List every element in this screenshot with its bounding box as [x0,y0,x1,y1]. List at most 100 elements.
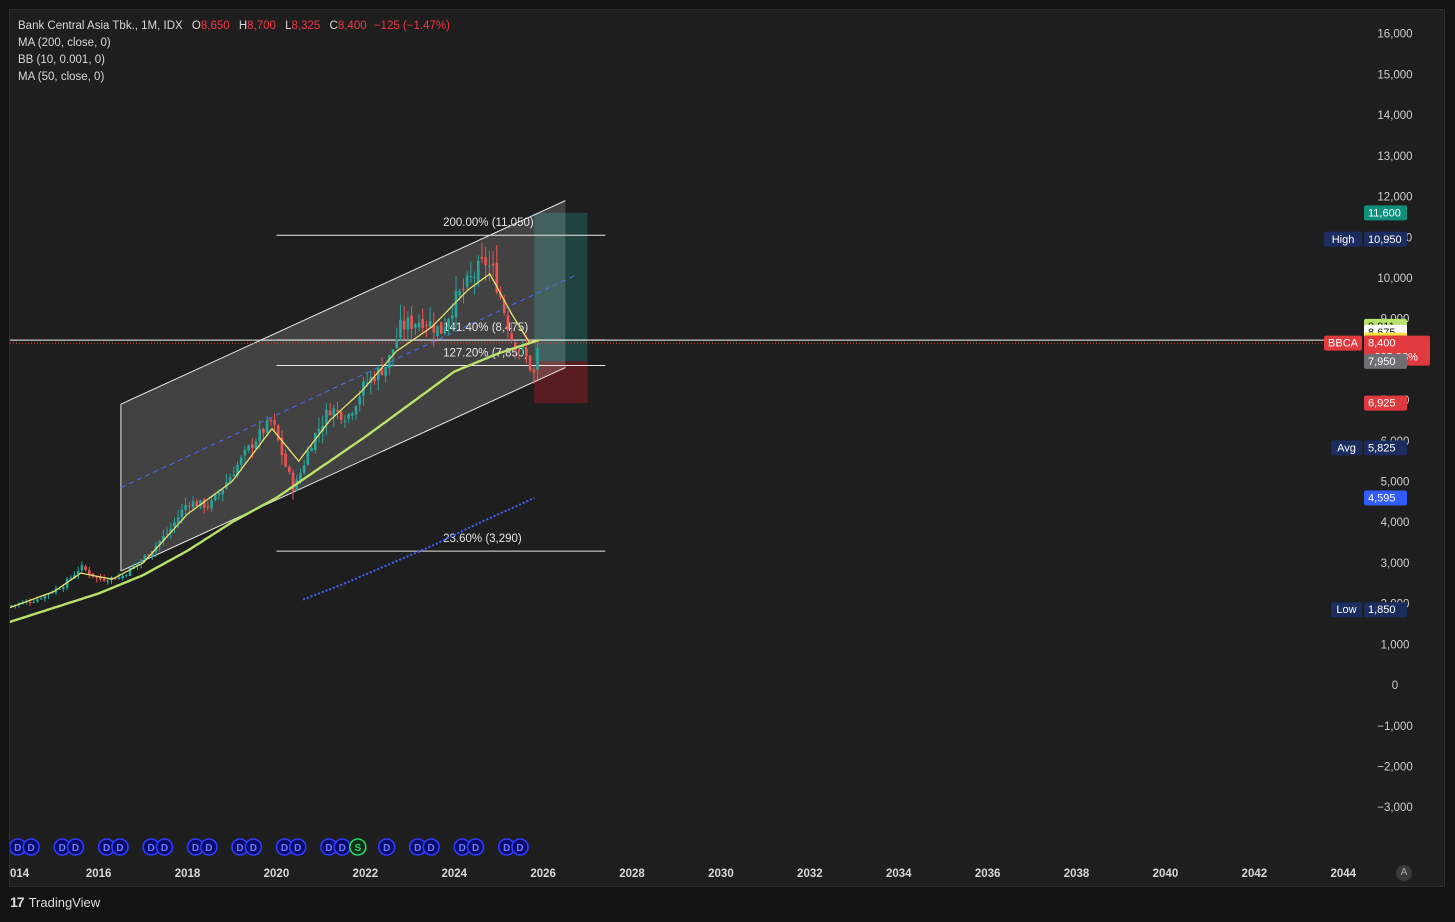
candle [213,494,217,501]
event-marker-glyph: D [103,843,110,854]
x-axis-tick-label: 2026 [530,868,556,880]
candle [458,290,462,296]
position-target-zone[interactable] [534,212,588,362]
price-axis-badge[interactable]: 4,595 [1364,490,1407,506]
y-axis-tick-label: −2,000 [1377,761,1413,773]
event-marker-circle[interactable] [466,838,485,856]
y-axis-tick-label: 4,000 [1381,517,1410,529]
legend-low-key: L [285,20,292,32]
event-marker-glyph: D [459,843,466,854]
dividend-event-marker[interactable]: D [333,838,352,856]
channel-upper-line[interactable] [120,200,566,405]
ma-blue-dotted-line[interactable] [302,497,535,601]
dividend-event-marker[interactable]: D [66,838,85,856]
dividend-event-marker[interactable]: D [377,838,396,856]
legend-open-key: O [191,20,201,32]
legend-indicator-ma50[interactable]: MA (50, close, 0) [18,71,105,83]
candle [465,275,469,287]
dividend-event-marker[interactable]: D [53,838,72,856]
candle [136,563,139,567]
candle [513,342,517,351]
auto-scale-button[interactable]: A [1396,865,1412,881]
dividend-event-marker[interactable]: D [288,838,307,856]
price-chart[interactable]: 200.00% (11,050)141.40% (8,475)127.20% (… [10,10,1445,887]
position-stop-zone[interactable] [534,361,588,404]
candle [421,318,424,328]
dividend-event-marker[interactable]: D [155,838,174,856]
split-event-marker[interactable]: S [348,838,367,856]
price-badge-bg [1364,602,1407,618]
dividend-event-marker[interactable]: D [200,838,218,856]
event-marker-glyph: D [383,843,390,854]
dividend-event-marker[interactable]: D [466,838,485,856]
chart-frame[interactable]: 200.00% (11,050) 141.40% (8,475) 127.20% (… [9,9,1445,887]
tradingview-logo-icon[interactable]: 17 [10,894,25,910]
candle [521,346,525,348]
event-marker-glyph: D [72,843,79,854]
event-marker-glyph: D [59,843,66,854]
price-axis-badge[interactable]: 10,950 High [1324,231,1407,247]
price-axis-badge[interactable]: 1,850 Low [1331,602,1407,618]
event-marker-circle[interactable] [200,838,218,856]
candle [351,413,354,417]
channel-mid-line [120,275,575,489]
price-axis-badge[interactable]: 6,925 [1364,395,1407,411]
candle [202,499,206,508]
candle [265,420,269,433]
event-marker-circle[interactable] [422,838,440,856]
candle [28,601,32,603]
event-marker-circle[interactable] [511,838,529,856]
price-badge-bg [1364,440,1407,456]
candle [191,501,195,508]
dividend-event-marker[interactable]: D [497,838,516,856]
event-marker-circle[interactable] [111,838,129,856]
event-marker-circle[interactable] [244,838,263,856]
legend-low: 8,325 [291,20,321,32]
event-marker-circle[interactable] [66,838,85,856]
candle [328,410,332,416]
x-axis-tick-label: 2028 [619,868,645,880]
legend-indicator-ma200[interactable]: MA (200, close, 0) [18,37,111,49]
price-axis-badge[interactable]: 5,825 Avg [1331,440,1407,456]
dividend-event-marker[interactable]: D [111,838,129,856]
channel-lower-line[interactable] [120,367,566,572]
legend-close-key: C [329,20,338,32]
candle [113,578,117,580]
ma-200-line[interactable] [10,272,539,609]
candle [528,355,532,371]
footer-brand[interactable]: TradingView [28,894,101,910]
candle [410,315,413,329]
event-marker-circle[interactable] [377,838,396,856]
event-marker-circle[interactable] [155,838,174,856]
candle [88,570,91,575]
dividend-event-marker[interactable]: D [22,838,40,856]
price-axis-badge[interactable]: 11,600 [1364,205,1407,221]
candle [273,419,276,425]
dividend-event-marker[interactable]: D [320,838,338,856]
candle [454,291,458,317]
ma-50-line[interactable] [10,339,540,624]
legend-indicator-bb[interactable]: BB (10, 0.001, 0) [18,54,105,66]
event-marker-glyph: D [325,843,332,854]
candle [247,445,250,451]
x-axis-tick-label: 2034 [886,868,912,880]
price-axis-badge[interactable]: 7,950 [1364,353,1407,369]
dividend-event-marker[interactable]: D [422,838,440,856]
candle [217,492,221,496]
price-badge-value: 11,600 [1368,207,1401,219]
candle [58,588,61,590]
event-marker-circle[interactable] [22,838,40,856]
event-marker-circle[interactable] [288,838,307,856]
x-axis-tick-label: 2042 [1242,868,1268,880]
event-marker-circle[interactable] [348,838,367,856]
candle [313,433,317,451]
candle [158,540,161,546]
price-badge-bg [1364,353,1407,369]
dividend-event-marker[interactable]: D [244,838,263,856]
candle [143,555,147,561]
candle [165,533,169,535]
legend-symbol-row: Bank Central Asia Tbk., 1M, IDX O8,650 H… [18,18,450,35]
candle [254,441,258,449]
dividend-event-marker[interactable]: D [511,838,529,856]
candle [162,535,165,541]
